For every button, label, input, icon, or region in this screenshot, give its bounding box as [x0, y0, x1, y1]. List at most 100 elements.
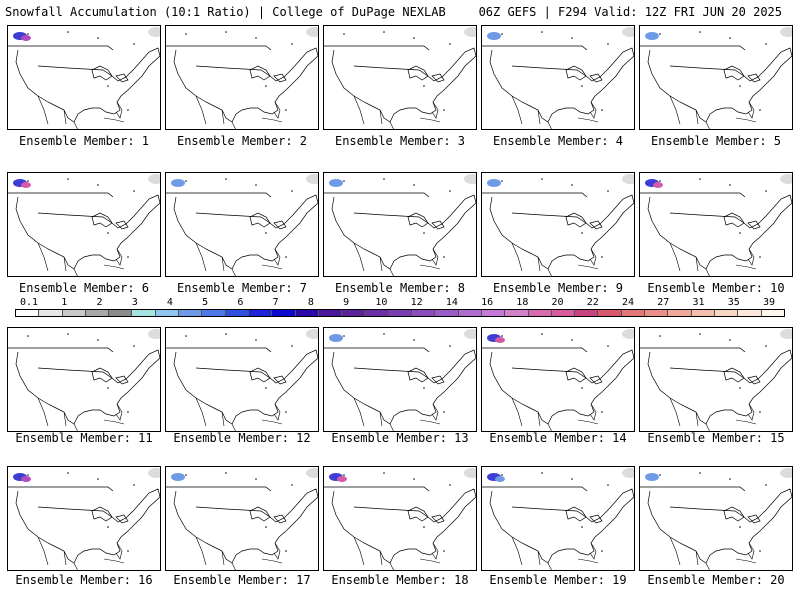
mexico-coast — [353, 242, 394, 276]
snowfall-area — [329, 179, 343, 187]
snow-patch-gray — [464, 174, 476, 184]
land-speck — [265, 232, 267, 234]
colorbar-swatch — [528, 310, 552, 316]
map-panel — [639, 25, 793, 130]
land-speck — [127, 550, 129, 552]
snowfall-area — [645, 473, 659, 481]
land-speck — [739, 387, 741, 389]
canada-border — [324, 486, 430, 492]
colorbar-swatch — [621, 310, 646, 316]
colorbar-swatch — [39, 310, 63, 316]
snow-patch-gray — [622, 27, 634, 37]
map-panel — [165, 466, 319, 571]
great-lakes — [565, 506, 603, 524]
map-panel — [7, 327, 161, 432]
great-lakes — [249, 506, 287, 524]
florida-outline — [273, 403, 281, 421]
land-speck — [383, 31, 385, 33]
us-coastline — [331, 349, 476, 425]
ensemble-member-label: Ensemble Member: 2 — [176, 134, 308, 148]
land-speck — [413, 478, 415, 480]
land-speck — [133, 43, 135, 45]
ensemble-member-label: Ensemble Member: 11 — [15, 431, 153, 445]
florida-outline — [431, 542, 439, 560]
land-speck — [699, 178, 701, 180]
florida-outline — [273, 101, 281, 119]
land-speck — [571, 478, 573, 480]
land-speck — [285, 109, 287, 111]
land-speck — [343, 180, 345, 182]
florida-outline — [431, 248, 439, 266]
us-coastline — [647, 349, 792, 425]
snowfall-area — [645, 32, 659, 40]
land-speck — [607, 484, 609, 486]
great-lakes — [249, 212, 287, 230]
colorbar-labels: 0.1 1 2 3 4 5 6 7 8 9 10 12 14 16 18 20 22 24 27 31 35 39 — [15, 297, 785, 309]
great-lakes — [249, 65, 287, 83]
snowfall-area — [329, 334, 343, 342]
land-speck — [265, 85, 267, 87]
snow-patch-gray — [148, 174, 160, 184]
land-speck — [67, 472, 69, 474]
land-speck — [343, 474, 345, 476]
great-lakes — [91, 212, 129, 230]
colorbar-swatch — [132, 310, 156, 316]
land-speck — [541, 333, 543, 335]
florida-outline — [273, 248, 281, 266]
land-speck — [423, 232, 425, 234]
great-lakes — [407, 506, 445, 524]
cuba-outline — [577, 558, 599, 564]
colorbar-swatch — [435, 310, 459, 316]
mexico-coast — [195, 95, 236, 129]
land-speck — [255, 37, 257, 39]
land-speck — [443, 550, 445, 552]
canada-border — [324, 347, 430, 353]
land-speck — [127, 109, 129, 111]
great-lakes — [91, 367, 129, 385]
snow-patch-gray — [464, 329, 476, 339]
canada-border — [8, 45, 114, 51]
map-panel — [639, 172, 793, 277]
land-speck — [67, 31, 69, 33]
mexico-coast — [37, 536, 78, 570]
colorbar-swatch — [365, 310, 389, 316]
great-lakes — [723, 212, 761, 230]
snow-patch-gray — [622, 174, 634, 184]
land-speck — [225, 333, 227, 335]
snow-patch-gray — [306, 174, 318, 184]
ensemble-member-label: Ensemble Member: 15 — [647, 431, 785, 445]
land-speck — [423, 85, 425, 87]
ensemble-member-label: Ensemble Member: 5 — [650, 134, 782, 148]
land-speck — [729, 37, 731, 39]
snow-patch-gray — [622, 329, 634, 339]
colorbar-tick-label: 22 — [586, 297, 599, 308]
land-speck — [343, 33, 345, 35]
land-speck — [759, 550, 761, 552]
colorbar-tick-label: 20 — [551, 297, 564, 308]
canada-border — [166, 347, 272, 353]
land-speck — [133, 345, 135, 347]
ensemble-member-label: Ensemble Member: 18 — [331, 573, 469, 587]
snowfall-area — [495, 476, 505, 482]
land-speck — [97, 37, 99, 39]
colorbar-swatch — [645, 310, 669, 316]
snowfall-area — [21, 182, 31, 188]
land-speck — [501, 33, 503, 35]
great-lakes — [407, 212, 445, 230]
florida-outline — [747, 542, 755, 560]
land-speck — [225, 178, 227, 180]
land-speck — [607, 43, 609, 45]
land-speck — [97, 184, 99, 186]
colorbar-tick-label: 4 — [166, 297, 173, 308]
colorbar-swatch — [109, 310, 133, 316]
land-speck — [765, 345, 767, 347]
colorbar-tick-label: 16 — [481, 297, 494, 308]
cuba-outline — [103, 419, 125, 425]
ensemble-member-label: Ensemble Member: 7 — [176, 281, 308, 295]
map-panel — [165, 172, 319, 277]
colorbar-swatch — [318, 310, 343, 316]
mexico-coast — [195, 397, 236, 431]
land-speck — [185, 33, 187, 35]
colorbar-tick-label: 1 — [61, 297, 68, 308]
canada-border — [482, 347, 588, 353]
